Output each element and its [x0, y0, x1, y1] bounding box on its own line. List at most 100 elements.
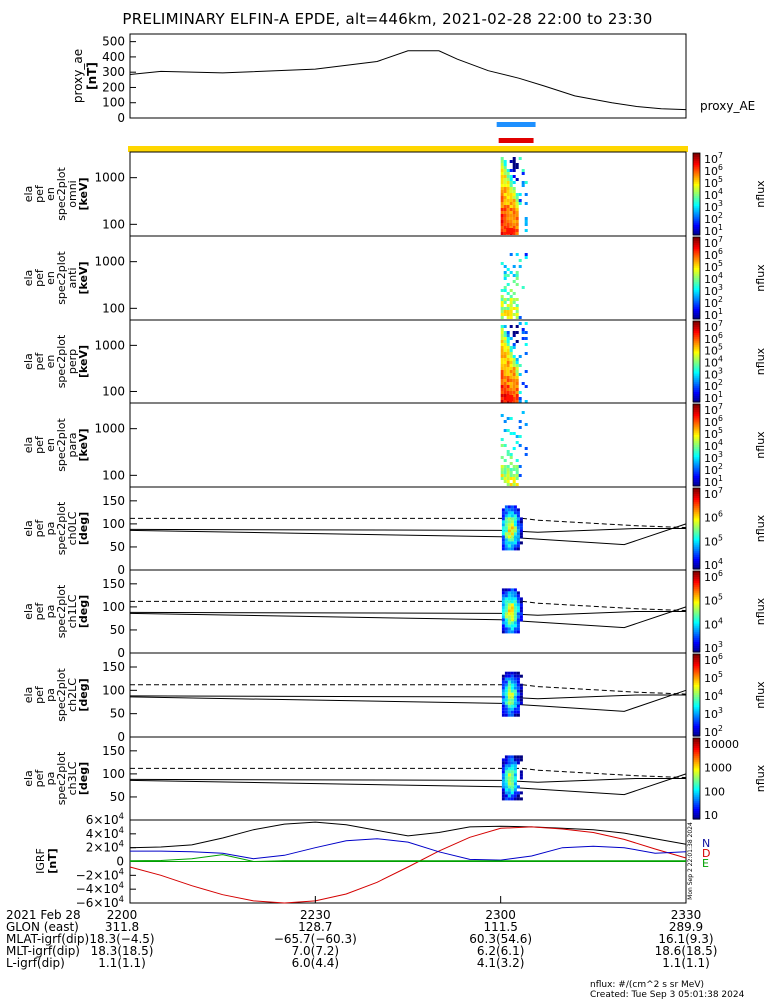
colorbar-segment [693, 300, 700, 304]
colorbar-segment [693, 335, 700, 338]
colorbar-segment [693, 296, 700, 299]
heatmap-cell [513, 511, 517, 515]
heatmap-cell [504, 767, 508, 771]
heatmap-cell [513, 755, 517, 759]
heatmap-cell [506, 190, 510, 193]
colorbar-segment [693, 265, 700, 269]
heatmap-cell [507, 508, 511, 512]
colorbar-segment [693, 245, 700, 248]
heatmap-cell [510, 671, 514, 675]
heatmap-cell [512, 385, 516, 388]
heatmap-cell [521, 382, 525, 385]
heatmap-cell [501, 624, 505, 628]
heatmap-cell [503, 459, 507, 462]
colorbar-segment [693, 163, 700, 166]
y-tick-label: −2×104 [76, 866, 124, 882]
colorbar-segment [693, 534, 700, 538]
heatmap-cell [516, 701, 520, 705]
heatmap-cell [506, 298, 510, 301]
colorbar-segment [693, 185, 700, 189]
heatmap-cell [513, 514, 517, 518]
heatmap-cell [521, 411, 525, 414]
colorbar-segment [693, 210, 700, 213]
y-axis-label: spec2plot [55, 584, 68, 638]
heatmap-cell [510, 788, 514, 792]
heatmap-cell [509, 202, 513, 205]
y-tick-label: 50 [110, 623, 125, 637]
heatmap-cell [509, 184, 513, 187]
heatmap-cell [501, 692, 505, 696]
colorbar-segment [693, 784, 700, 788]
colorbar-segment [693, 514, 700, 517]
colorbar-frame [692, 487, 701, 570]
heatmap-cell [509, 453, 513, 456]
heatmap-cell [503, 199, 507, 202]
heatmap-cell [516, 591, 520, 595]
colorbar-segment [693, 617, 700, 621]
heatmap-cell [518, 265, 522, 268]
heatmap-cell [501, 677, 505, 681]
heatmap-cell [516, 698, 520, 702]
colorbar-segment [693, 660, 700, 663]
heatmap-cell [512, 160, 516, 163]
heatmap-cell [501, 770, 505, 774]
colorbar-segment [693, 400, 700, 403]
colorbar-segment [693, 715, 700, 719]
colorbar-segment [693, 762, 700, 765]
colorbar-segment [693, 648, 700, 651]
colorbar-segment [693, 206, 700, 209]
colorbar-segment [693, 363, 700, 367]
colorbar-segment [693, 701, 700, 704]
heatmap-cell [516, 609, 520, 613]
colorbar-segment [693, 496, 700, 499]
heatmap-cell [509, 388, 513, 391]
heatmap-cell [500, 334, 504, 337]
y-tick-label: −6×104 [76, 894, 124, 910]
heatmap-cell [510, 683, 514, 687]
heatmap-cell [507, 692, 511, 696]
y-tick-label: 300 [102, 65, 125, 79]
colorbar-segment [693, 212, 700, 215]
colorbar-tick-label: 105 [704, 593, 723, 608]
heatmap-cell [503, 385, 507, 388]
heatmap-cell [504, 791, 508, 795]
colorbar-frame [692, 570, 701, 653]
colorbar-segment [693, 682, 700, 686]
heatmap-cell [503, 334, 507, 337]
heatmap-cell [507, 523, 511, 527]
heatmap-cell [503, 474, 507, 477]
colorbar-segment [693, 220, 700, 224]
heatmap-cell [501, 698, 505, 702]
heatmap-cell [518, 316, 522, 319]
colorbar-segment [693, 473, 700, 477]
colorbar-segment [693, 746, 700, 749]
colorbar-segment [693, 455, 700, 458]
heatmap-cell [509, 325, 513, 328]
heatmap-cell [500, 316, 504, 319]
heatmap-cell [503, 271, 507, 274]
colorbar-segment [693, 361, 700, 365]
heatmap-cell [503, 346, 507, 349]
heatmap-cell [516, 532, 520, 536]
heatmap-cell [504, 797, 508, 801]
colorbar-segment [693, 817, 700, 820]
heatmap-cell [507, 621, 511, 625]
heatmap-cell [503, 444, 507, 447]
colorbar-segment [693, 167, 700, 170]
heatmap-cell [512, 376, 516, 379]
heatmap-cell [507, 618, 511, 622]
heatmap-cell [509, 196, 513, 199]
colorbar-segment [693, 181, 700, 185]
heatmap-cell [509, 346, 513, 349]
colorbar-segment [693, 508, 700, 511]
heatmap-cell [501, 689, 505, 693]
heatmap-cell [506, 349, 510, 352]
heatmap-cell [500, 187, 504, 190]
heatmap-cell [506, 382, 510, 385]
colorbar-segment [693, 536, 700, 540]
heatmap-cell [510, 505, 514, 509]
colorbar-segment [693, 601, 700, 604]
y-tick-label: 150 [102, 744, 125, 758]
colorbar-segment [693, 662, 700, 665]
y-axis-label: spec2plot [55, 501, 68, 555]
